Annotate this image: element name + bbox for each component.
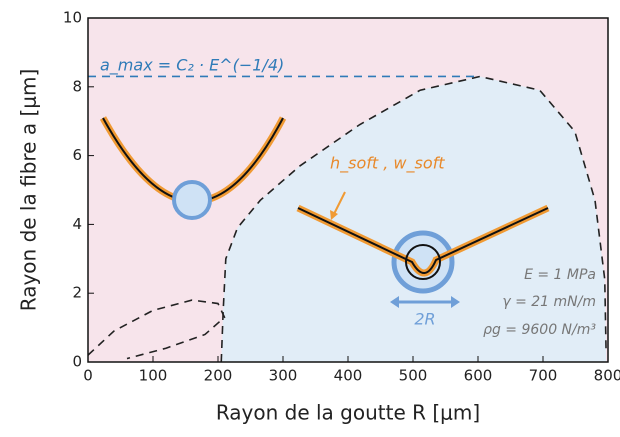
y-tick-label: 4 <box>72 215 82 233</box>
x-tick-label: 700 <box>529 367 558 385</box>
y-tick-label: 8 <box>72 77 82 95</box>
annotation: γ = 21 mN/m <box>502 294 596 310</box>
y-tick-label: 10 <box>63 9 82 27</box>
x-tick-label: 0 <box>83 367 93 385</box>
y-axis-label: Rayon de la fibre a [μm] <box>17 69 41 312</box>
y-tick-label: 6 <box>72 146 82 164</box>
x-tick-label: 400 <box>334 367 363 385</box>
y-tick-label: 0 <box>72 353 82 371</box>
x-tick-label: 600 <box>464 367 493 385</box>
annotation: h_soft , w_soft <box>330 154 445 174</box>
x-tick-label: 100 <box>139 367 168 385</box>
x-tick-label: 500 <box>399 367 428 385</box>
x-tick-label: 200 <box>204 367 233 385</box>
annotation: a_max = C₂ · E^(−1/4) <box>100 56 284 76</box>
chart: Rayon de la goutte R [μm] Rayon de la fi… <box>0 0 620 433</box>
annotation: 2R <box>414 310 435 329</box>
y-tick-label: 2 <box>72 284 82 302</box>
annotation: E = 1 MPa <box>524 267 596 283</box>
x-axis-label: Rayon de la goutte R [μm] <box>216 401 480 425</box>
x-tick-label: 800 <box>594 367 620 385</box>
annotation: ρg = 9600 N/m³ <box>483 322 596 338</box>
x-tick-label: 300 <box>269 367 298 385</box>
